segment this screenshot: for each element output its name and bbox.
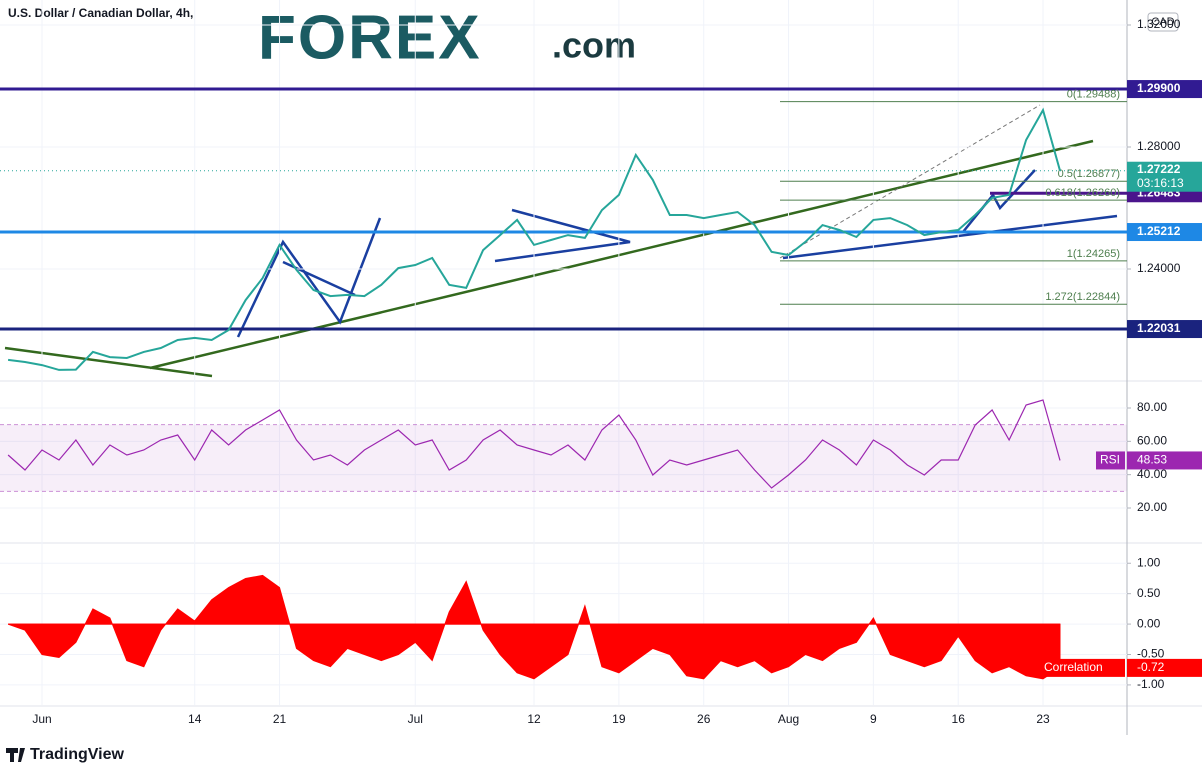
level-label-box [1127,80,1202,99]
x-tick-label: 21 [273,712,287,726]
line [7,399,1061,489]
series-name: Correlation [1044,660,1103,674]
level-label-box [1127,223,1202,242]
line [7,107,1061,371]
flag-line [236,217,382,338]
y-tick-label: 1.00 [1137,555,1161,569]
fib-label: 0.618(1.26260) [1045,187,1120,199]
series-name-box [1096,451,1125,470]
y-tick-label: 40.00 [1137,467,1167,481]
x-tick-label: 26 [697,712,711,726]
currency: CAD [1151,16,1174,28]
y-tick-label: 20.00 [1137,500,1167,514]
chart-title: U.S. Dollar / Canadian Dollar, 4h, [8,6,193,20]
countdown: 03:16:13 [1137,176,1184,190]
fib-label: 0.5(1.26877) [1058,168,1120,180]
y-tick-label: 1.24000 [1137,261,1181,275]
series-name: RSI [1100,453,1120,467]
x-tick-label: Aug [778,712,799,726]
y-tick-label: -0.50 [1137,647,1165,661]
y-tick-label: 60.00 [1137,434,1167,448]
level-label: 1.25212 [1137,224,1181,238]
last-price-box [1127,161,1202,192]
last-value-box [1127,658,1202,677]
y-tick-label: -1.00 [1137,677,1165,691]
last-value: 48.53 [1137,453,1167,467]
x-tick-label: 16 [952,712,966,726]
last-value-box [1127,451,1202,470]
currency-box [1147,12,1179,32]
trend-line [4,346,213,378]
area [7,574,1061,680]
series-name-box [1040,658,1125,677]
fib-label: 1(1.24265) [1067,248,1120,260]
triangle-line [494,208,631,263]
last-value: -0.72 [1137,660,1165,674]
x-tick-label: 12 [527,712,541,726]
footer-logo [6,748,25,762]
fib-label: 0(1.29488) [1067,89,1120,101]
level-label: 1.29900 [1137,81,1181,95]
x-tick-label: 9 [870,712,877,726]
y-tick-label: 1.28000 [1137,139,1181,153]
y-tick-label: 1.32000 [1137,17,1181,31]
y-tick-label: 80.00 [1137,400,1167,414]
fib-label: 1.272(1.22844) [1045,291,1120,303]
level-label: 1.22031 [1137,321,1181,335]
logo-brand: FOREX [258,3,482,72]
logo-suffix: .com [552,25,636,66]
y-tick-label: 0.50 [1137,586,1161,600]
last-price: 1.27222 [1137,162,1181,176]
rsi-band [0,424,1127,492]
level-label-box [1127,320,1202,339]
y-tick-label: 0.00 [1137,616,1161,630]
x-tick-label: 23 [1036,712,1050,726]
footer: TradingView [30,746,125,763]
x-tick-label: 19 [612,712,626,726]
x-tick-label: Jun [32,712,51,726]
x-tick-label: 14 [188,712,202,726]
x-tick-label: Jul [408,712,423,726]
trend-line [782,214,1118,260]
